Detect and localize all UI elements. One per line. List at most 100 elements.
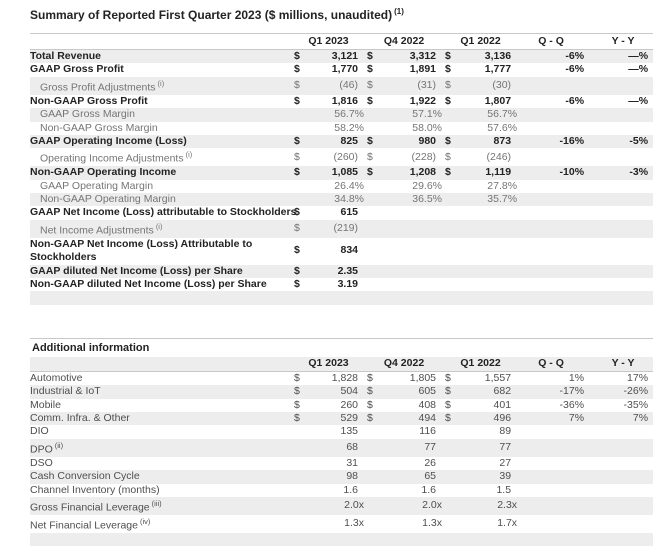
value-cell: 36.5% [412, 193, 443, 206]
qq-change-cell [518, 291, 598, 304]
qq-change-cell [518, 180, 598, 193]
value-cell: 31 [346, 456, 359, 469]
qq-change-cell [518, 439, 598, 457]
value-cell [456, 533, 518, 546]
column-header-q1-2022: Q1 2022 [443, 33, 519, 50]
currency-symbol: $ [294, 79, 300, 92]
currency-symbol [365, 497, 378, 515]
yy-change-cell: -26% [623, 385, 649, 398]
value-cell: 825 [340, 134, 359, 147]
currency-symbol: $ [294, 371, 300, 384]
currency-symbol [292, 425, 305, 438]
currency-symbol: $ [445, 63, 451, 76]
yy-change-cell [598, 265, 653, 278]
value-cell [378, 265, 443, 278]
yy-change-cell [598, 148, 653, 166]
currency-symbol [365, 180, 378, 193]
value-cell: 56.7% [487, 108, 518, 121]
currency-symbol: $ [367, 79, 373, 92]
row-label: Operating Income Adjustments (i) [40, 150, 193, 165]
value-cell: 77 [499, 441, 512, 454]
value-cell [378, 206, 443, 219]
qq-change-cell [518, 533, 598, 546]
value-cell: 1.3x [344, 517, 365, 530]
value-cell: 1.3x [422, 517, 443, 530]
value-cell: 58.0% [412, 121, 443, 134]
row-label: Mobile [30, 398, 61, 411]
currency-symbol: $ [294, 94, 300, 107]
yy-change-cell [598, 515, 653, 533]
value-cell: 494 [418, 412, 437, 425]
table-row: GAAP diluted Net Income (Loss) per Share… [30, 264, 654, 278]
currency-symbol [365, 484, 378, 497]
value-cell: 1,085 [331, 166, 359, 179]
currency-symbol [365, 425, 378, 438]
value-cell [378, 533, 443, 546]
value-cell: 615 [340, 206, 359, 219]
value-cell: 1.5 [496, 483, 512, 496]
yy-change-cell [598, 497, 653, 515]
table-row: Non-GAAP Gross Margin 58.2% 58.0% 57.6% [30, 122, 653, 135]
currency-symbol [443, 484, 456, 497]
qq-change-cell [518, 220, 598, 238]
value-cell: 77 [424, 441, 437, 454]
currency-symbol: $ [367, 134, 373, 147]
yy-change-cell: —% [628, 50, 649, 62]
yy-change-cell [598, 77, 653, 95]
value-cell: 1,805 [409, 371, 437, 384]
value-cell: 26.4% [334, 179, 365, 192]
value-cell: 1,777 [484, 63, 512, 76]
currency-symbol [365, 470, 378, 483]
qq-change-cell [518, 515, 598, 533]
footnote-marker: (i) [157, 78, 165, 88]
page-title: Summary of Reported First Quarter 2023 (… [30, 7, 660, 22]
currency-symbol: $ [445, 94, 451, 107]
currency-symbol: $ [367, 385, 373, 398]
column-header-q4-2022: Q4 2022 [365, 356, 444, 372]
qq-change-cell [518, 108, 598, 121]
value-cell [456, 206, 518, 219]
table-row: Gross Financial Leverage (iii) 2.0x 2.0x 2.3… [30, 496, 654, 515]
row-label: DPO (ii) [30, 440, 64, 456]
row-label: DSO [30, 456, 53, 469]
row-label: Cash Conversion Cycle [30, 470, 140, 483]
value-cell: (219) [333, 222, 359, 235]
title-footnote-marker: (1) [394, 7, 404, 16]
table-row: Non-GAAP diluted Net Income (Loss) per S… [30, 278, 653, 291]
footnote-marker: (i) [185, 150, 193, 160]
yy-change-cell: 17% [627, 371, 649, 384]
value-cell [305, 291, 365, 304]
currency-symbol: $ [445, 50, 451, 62]
currency-symbol [365, 291, 378, 304]
currency-symbol [365, 278, 378, 291]
currency-symbol: $ [294, 150, 300, 163]
currency-symbol: $ [294, 244, 300, 257]
currency-symbol [365, 265, 378, 278]
currency-symbol [292, 193, 305, 206]
yy-change-cell [598, 439, 653, 457]
value-cell: 605 [418, 385, 437, 398]
currency-symbol [365, 533, 378, 546]
currency-symbol: $ [294, 264, 300, 277]
value-cell: 834 [340, 244, 359, 257]
row-label: GAAP Gross Profit [30, 63, 124, 76]
value-cell: (228) [411, 150, 437, 163]
value-cell: 1,828 [331, 371, 359, 384]
qq-change-cell [518, 457, 598, 470]
row-label: GAAP Net Income (Loss) attributable to S… [30, 206, 297, 219]
value-cell: 1,816 [331, 94, 359, 107]
table-row: Non-GAAP Operating Income $1,085 $1,208 $1,… [30, 166, 654, 180]
row-label: Non-GAAP Net Income (Loss) Attributable … [30, 237, 253, 264]
qq-change-cell: 7% [568, 412, 585, 425]
currency-symbol: $ [367, 63, 373, 76]
currency-symbol: $ [294, 206, 300, 219]
table-row: Channel Inventory (months) 1.6 1.6 1.5 [30, 484, 653, 497]
currency-symbol: $ [367, 398, 373, 411]
yy-change-cell [598, 470, 653, 483]
currency-symbol [292, 497, 305, 515]
qq-change-cell [518, 425, 598, 438]
currency-symbol [443, 122, 456, 135]
value-cell: 57.1% [412, 108, 443, 121]
value-cell: 26 [424, 456, 437, 469]
value-cell: 116 [419, 425, 437, 438]
